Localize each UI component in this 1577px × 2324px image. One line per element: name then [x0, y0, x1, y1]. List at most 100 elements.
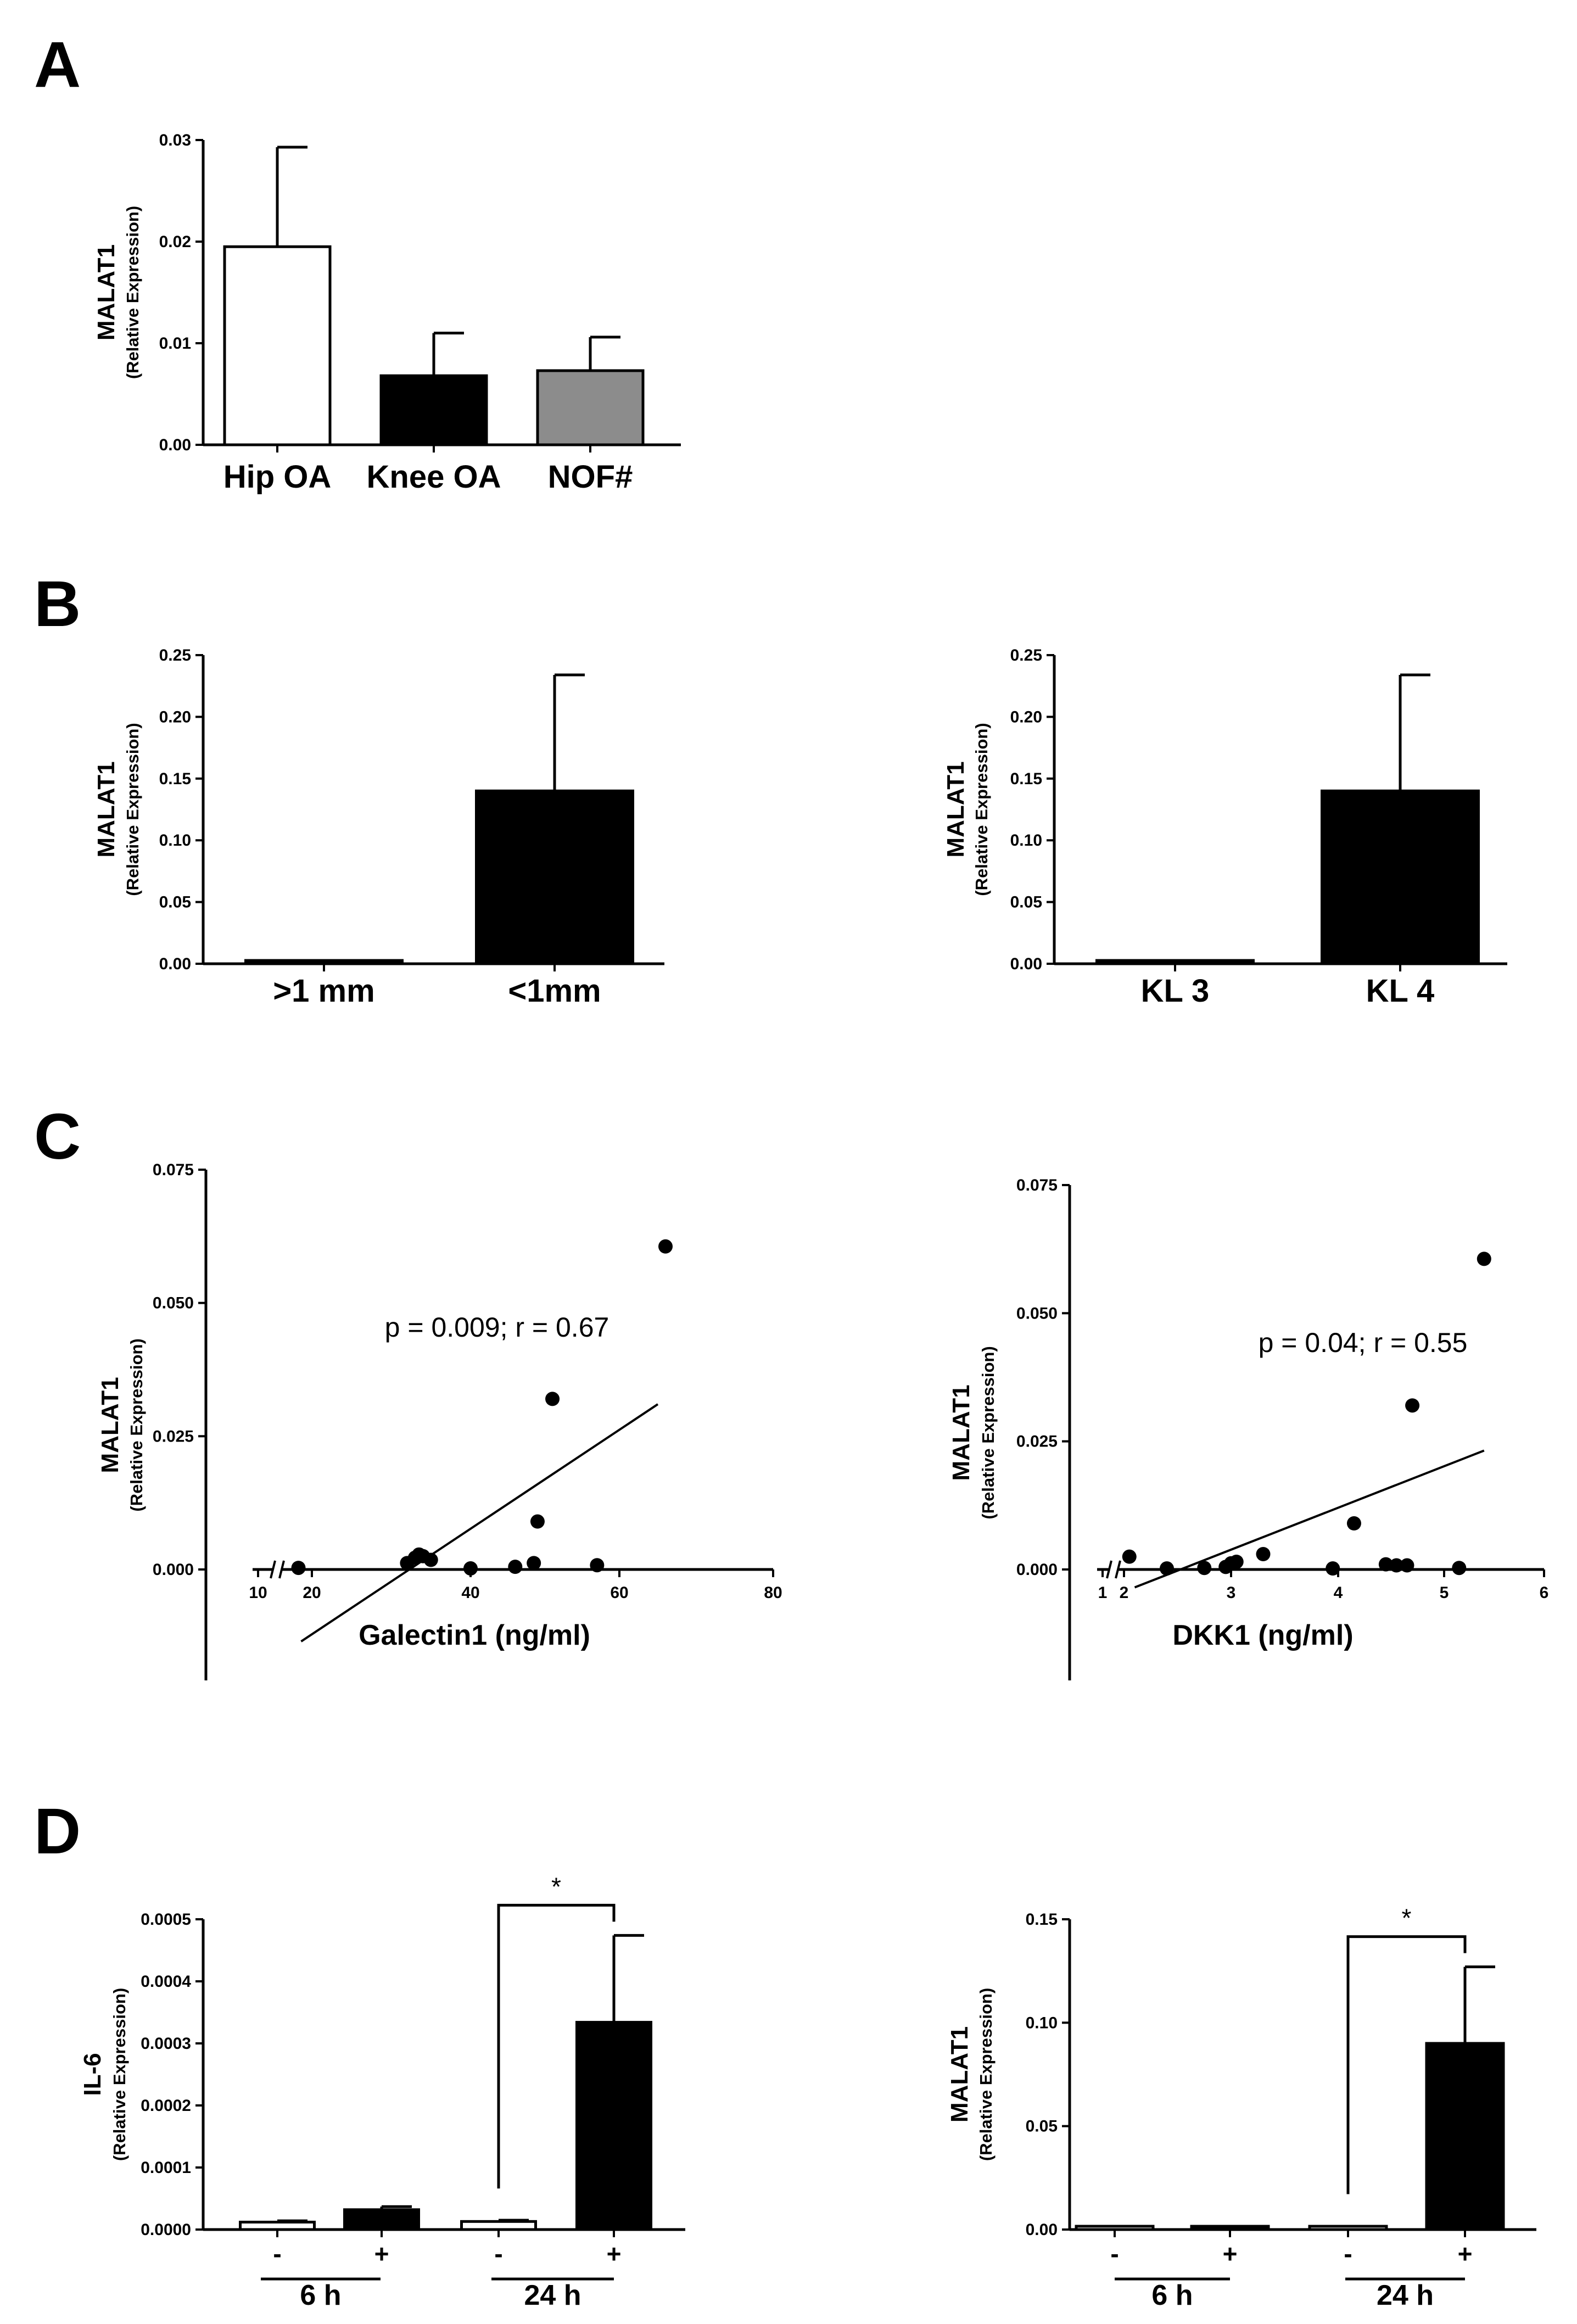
data-point	[530, 1514, 545, 1529]
data-point	[527, 1556, 541, 1571]
bar-a-0	[223, 245, 332, 446]
x-tick-label: 4	[1334, 1584, 1343, 1602]
bar-d1-1	[343, 2208, 420, 2231]
x-tick-label: <1mm	[508, 973, 601, 1009]
y-axis-sublabel: (Relative Expression)	[110, 1988, 129, 2161]
data-point	[1197, 1561, 1212, 1576]
data-point	[1326, 1561, 1340, 1576]
y-tick-label: 0.000	[153, 1561, 194, 1579]
y-tick-label: 0.25	[1010, 646, 1042, 664]
x-tick-label: 60	[610, 1584, 628, 1602]
axis-break-mark	[278, 1560, 285, 1579]
y-tick-label: 0.0003	[141, 2035, 191, 2053]
bar-d1-0	[239, 2220, 316, 2231]
y-tick-label: 0.025	[153, 1427, 194, 1445]
x-tick-label: -	[273, 2239, 281, 2268]
panel-letter-a: A	[34, 29, 81, 101]
y-tick-label: 0.050	[1016, 1304, 1058, 1322]
y-tick-label: 0.15	[1026, 1910, 1058, 1929]
group-label: 24 h	[524, 2280, 581, 2311]
y-tick-label: 0.20	[159, 708, 191, 726]
y-axis-sublabel: (Relative Expression)	[976, 1988, 996, 2161]
data-point	[508, 1560, 523, 1574]
significance-bracket	[497, 1903, 616, 2189]
axis-break-mark	[1115, 1560, 1121, 1579]
y-tick-label: 0.00	[159, 955, 191, 973]
y-axis-label: MALAT1	[946, 2026, 973, 2122]
x-tick-label: 5	[1440, 1584, 1449, 1602]
y-tick-label: 0.025	[1016, 1433, 1058, 1451]
x-tick-label: 40	[461, 1584, 479, 1602]
stats-annotation: p = 0.009; r = 0.67	[385, 1312, 609, 1343]
x-tick-label: 6	[1540, 1584, 1549, 1602]
x-tick-label: -	[1344, 2239, 1352, 2268]
y-tick-label: 0.02	[159, 233, 191, 251]
y-axis-label: MALAT1	[93, 244, 120, 340]
y-tick-label: 0.05	[1026, 2118, 1058, 2136]
y-tick-label: 0.00	[1026, 2221, 1058, 2239]
data-point	[1346, 1516, 1361, 1530]
data-point	[1160, 1561, 1174, 1576]
x-tick-label: NOF#	[548, 459, 633, 495]
y-axis-sublabel: (Relative Expression)	[123, 723, 142, 896]
axis-break-mark	[1106, 1560, 1112, 1579]
y-tick-label: 0.0002	[141, 2097, 191, 2115]
group-label: 6 h	[300, 2280, 341, 2311]
y-tick-label: 0.00	[159, 436, 191, 454]
significance-marker: *	[551, 1872, 561, 1901]
bar-b2-0	[1095, 959, 1255, 965]
data-point	[291, 1561, 306, 1576]
bar-a-2	[536, 369, 645, 446]
data-point	[1122, 1549, 1137, 1564]
y-tick-label: 0.075	[153, 1161, 194, 1179]
x-tick-label: KL 4	[1366, 973, 1435, 1009]
x-tick-label: -	[494, 2239, 502, 2268]
x-tick-label: -	[1110, 2239, 1119, 2268]
x-tick-label: >1 mm	[273, 973, 374, 1009]
data-point	[1477, 1252, 1491, 1266]
x-axis-label: Galectin1 (ng/ml)	[359, 1619, 590, 1651]
plots: MALAT1 (Relative Expression)0.000.010.020…	[79, 131, 1548, 2311]
x-tick-label: +	[374, 2239, 389, 2268]
x-axis-label: DKK1 (ng/ml)	[1172, 1619, 1353, 1651]
x-tick-label: 3	[1227, 1584, 1236, 1602]
data-point	[1405, 1398, 1420, 1413]
data-point	[658, 1239, 673, 1254]
data-point	[1378, 1557, 1393, 1572]
data-point	[545, 1392, 560, 1406]
group-label: 6 h	[1151, 2280, 1193, 2311]
x-tick-label: 10	[249, 1584, 267, 1602]
regression-line	[300, 1403, 659, 1643]
y-axis-label: MALAT1	[948, 1384, 975, 1481]
y-axis-sublabel: (Relative Expression)	[127, 1338, 146, 1511]
panel-letter-d: D	[34, 1795, 81, 1868]
bar-b1-0	[244, 959, 404, 965]
bar-d2-3	[1425, 2042, 1505, 2231]
data-point	[463, 1561, 478, 1576]
significance-bracket	[1346, 1935, 1467, 2194]
y-tick-label: 0.000	[1016, 1561, 1058, 1579]
y-tick-label: 0.0001	[141, 2159, 191, 2177]
y-axis-sublabel: (Relative Expression)	[972, 723, 991, 896]
data-point	[423, 1552, 438, 1567]
y-tick-label: 0.20	[1010, 708, 1042, 726]
y-tick-label: 0.15	[159, 770, 191, 788]
panel-letter-c: C	[34, 1100, 81, 1173]
x-tick-label: 1	[1098, 1584, 1108, 1602]
x-tick-label: 80	[764, 1584, 782, 1602]
y-axis-sublabel: (Relative Expression)	[123, 206, 142, 379]
x-tick-label: Knee OA	[367, 459, 501, 495]
x-tick-label: +	[607, 2239, 622, 2268]
data-point	[590, 1558, 605, 1573]
y-tick-label: 0.075	[1016, 1176, 1058, 1194]
y-axis-sublabel: (Relative Expression)	[978, 1346, 998, 1519]
bar-d2-2	[1308, 2225, 1388, 2231]
bar-b1-1	[475, 789, 634, 965]
x-tick-label: +	[1458, 2239, 1473, 2268]
y-tick-label: 0.10	[1010, 831, 1042, 850]
bar-d1-2	[460, 2220, 537, 2231]
data-point	[1256, 1547, 1271, 1561]
y-tick-label: 0.050	[153, 1294, 194, 1312]
data-point	[1229, 1555, 1244, 1569]
y-axis-label: IL-6	[79, 2053, 106, 2096]
